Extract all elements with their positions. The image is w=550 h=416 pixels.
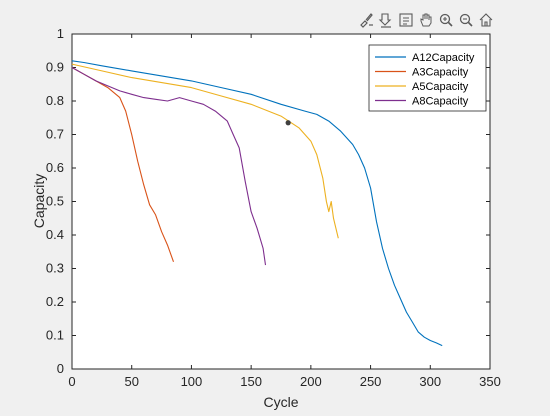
y-tick-label: 0.1 <box>46 328 64 343</box>
legend-entry: A12Capacity <box>412 52 475 64</box>
axes-toolbar <box>357 11 494 28</box>
y-tick-label: 0.3 <box>46 261 64 276</box>
export-icon[interactable] <box>377 11 394 28</box>
x-tick-label: 350 <box>479 374 501 389</box>
y-tick-label: 0.2 <box>46 294 64 309</box>
y-tick-label: 0.8 <box>46 93 64 108</box>
y-tick-label: 0.7 <box>46 127 64 142</box>
y-axis-label: Capacity <box>31 174 47 228</box>
home-icon[interactable] <box>477 11 494 28</box>
pan-icon[interactable] <box>417 11 434 28</box>
x-tick-label: 0 <box>68 374 75 389</box>
legend-entry: A3Capacity <box>412 67 469 79</box>
legend: A12Capacity A3Capacity A5Capacity A8Capacit… <box>368 44 487 112</box>
x-tick-label: 200 <box>300 374 322 389</box>
y-tick-label: 1 <box>57 26 64 41</box>
y-tick-label: 0.6 <box>46 160 64 175</box>
x-tick-label: 150 <box>240 374 262 389</box>
x-tick-label: 100 <box>181 374 203 389</box>
x-axis-label: Cycle <box>263 394 298 410</box>
x-tick-label: 250 <box>360 374 382 389</box>
x-tick-label: 300 <box>419 374 441 389</box>
zoom-out-icon[interactable] <box>457 11 474 28</box>
zoom-in-icon[interactable] <box>437 11 454 28</box>
series-line-A5Capacity <box>71 63 339 239</box>
y-tick-label: 0.9 <box>46 60 64 75</box>
legend-entry: A5Capacity <box>412 81 469 93</box>
series-line-A8Capacity <box>71 67 267 266</box>
x-tick-label: 50 <box>124 374 138 389</box>
datatip-icon[interactable] <box>397 11 414 28</box>
y-tick-label: 0 <box>57 361 64 376</box>
y-tick-label: 0.4 <box>46 227 64 242</box>
legend-entry: A8Capacity <box>412 96 469 108</box>
brush-icon[interactable] <box>357 11 374 28</box>
y-tick-label: 0.5 <box>46 194 64 209</box>
datatip-marker[interactable] <box>285 120 291 126</box>
series-line-A12Capacity <box>71 60 443 347</box>
